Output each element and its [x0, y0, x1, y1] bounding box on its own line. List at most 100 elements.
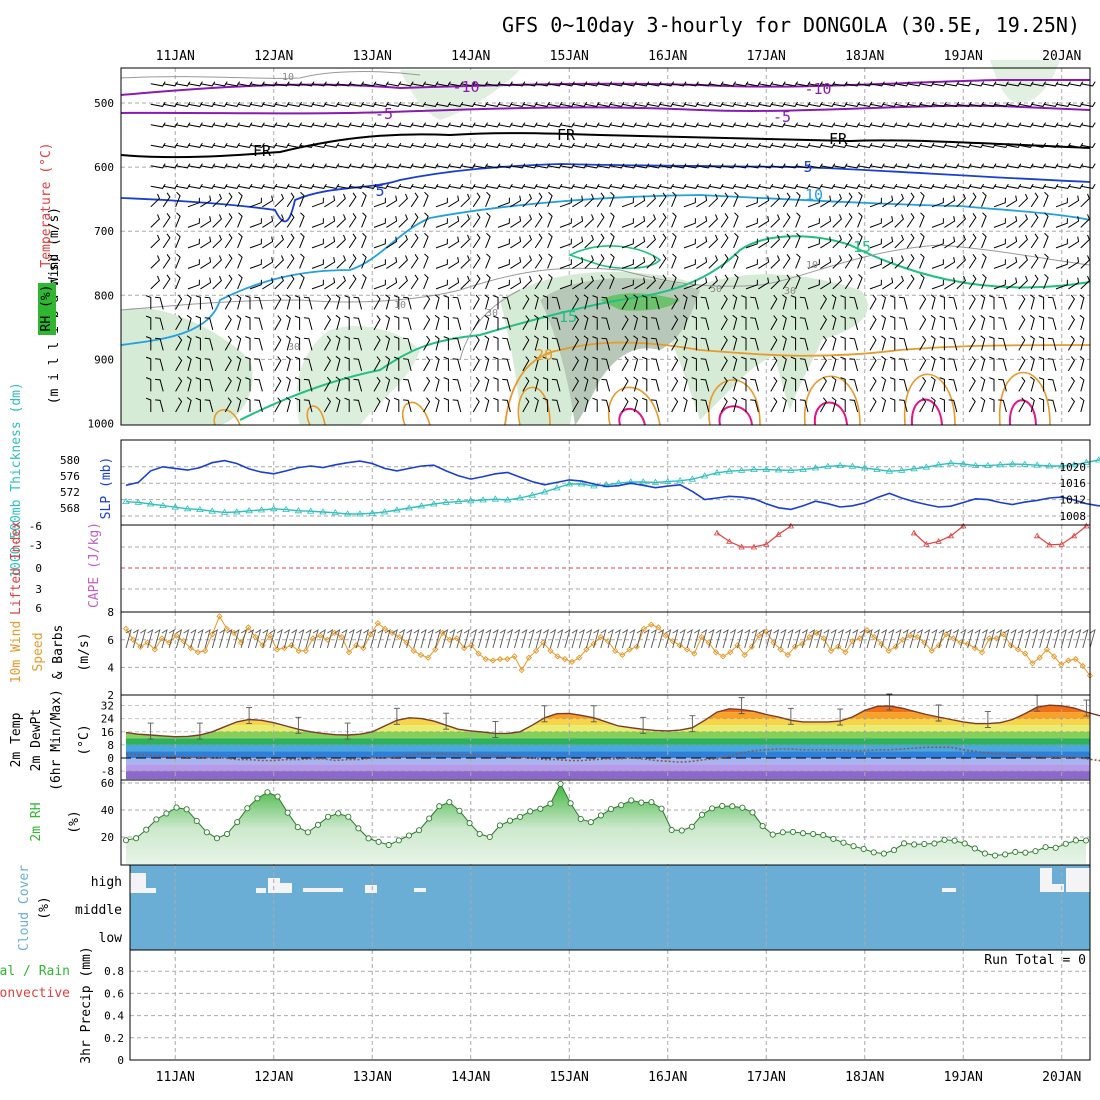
temperature-line — [125, 704, 1100, 738]
wind-barb — [249, 101, 265, 107]
thickness-marker — [811, 464, 820, 471]
wind-barb — [522, 315, 530, 331]
data-layer — [120, 60, 1100, 864]
wind-barb — [919, 212, 925, 228]
thickness-tick: 576 — [60, 470, 80, 483]
wind-barb — [902, 629, 909, 649]
wind-barb — [960, 629, 967, 649]
wind-marker — [554, 653, 561, 660]
wind-barb — [224, 397, 232, 413]
wind-barb — [1043, 253, 1049, 269]
wind-barb — [745, 101, 761, 107]
wind-barb — [344, 336, 350, 351]
wind-barb — [889, 356, 896, 371]
wind-barb — [857, 212, 863, 228]
wind-barb — [335, 335, 341, 351]
rh-marker — [496, 822, 503, 829]
wind-barb — [882, 101, 898, 107]
wind-barb — [145, 336, 152, 351]
wind-barb — [385, 397, 391, 413]
wind-barb — [1043, 122, 1059, 128]
temp-tick: 24 — [101, 713, 115, 726]
wind-barb — [799, 337, 809, 351]
wind-barb — [1018, 315, 1026, 331]
rh-marker — [971, 845, 978, 852]
wind-barb — [535, 183, 551, 189]
wind-barb — [596, 274, 605, 290]
thickness-marker — [454, 497, 463, 504]
rh-marker — [709, 805, 716, 812]
wind-barb — [472, 294, 480, 310]
wind-barb — [237, 183, 253, 189]
wind-barb — [720, 376, 728, 392]
wind-barb — [584, 142, 600, 148]
wind-barb — [956, 275, 966, 290]
wind-barb — [691, 397, 697, 412]
thickness-tick: 572 — [60, 486, 80, 499]
wind-barb — [245, 397, 251, 412]
wind-barb — [1080, 255, 1090, 269]
wind-barb — [373, 183, 389, 189]
wind-barb — [155, 337, 164, 351]
wind-barb — [1030, 274, 1039, 290]
rh-marker — [890, 847, 898, 854]
wind-barb — [592, 356, 598, 371]
wind-barb — [1030, 314, 1035, 331]
wind-barb — [303, 296, 313, 310]
wind-barb — [262, 81, 278, 87]
wind-barb — [224, 192, 233, 208]
wind-barb — [274, 294, 282, 310]
temp-minmax-bar — [738, 697, 745, 715]
wind-marker — [374, 620, 381, 627]
wind-barb — [497, 197, 510, 208]
rh-marker — [1072, 837, 1079, 844]
wind-barb — [393, 315, 400, 330]
wind-barb — [981, 163, 997, 169]
wind-barb — [621, 259, 634, 269]
wind-marker — [741, 651, 748, 659]
wind-barb — [750, 296, 759, 310]
wind-barb — [212, 183, 228, 189]
wind-marker — [1050, 653, 1058, 660]
wind-barb — [411, 81, 427, 87]
temperature-band — [126, 731, 1090, 739]
wind-barb — [919, 81, 935, 87]
wind-barb — [522, 193, 532, 208]
wind-barb — [889, 295, 896, 310]
wind-barb — [249, 183, 265, 189]
wind-barb — [448, 81, 464, 87]
thickness-marker — [1058, 462, 1066, 469]
wind-barb — [485, 163, 501, 169]
wind-barb — [807, 238, 820, 249]
thickness-tick: 580 — [60, 454, 80, 467]
wind-barb — [584, 193, 594, 208]
rh-marker — [385, 841, 392, 849]
wind-barb — [609, 232, 615, 249]
wind-barb — [254, 378, 263, 392]
wind-barb — [249, 163, 265, 169]
wind-barb — [262, 277, 274, 290]
wind-barb — [373, 279, 386, 290]
wind-barb — [344, 295, 350, 310]
wind-barb — [596, 233, 605, 249]
wind-barb — [497, 122, 513, 128]
wind-barb — [729, 629, 737, 649]
date-label-top: 13JAN — [353, 49, 392, 64]
wind-barb — [286, 314, 291, 331]
contour-line — [239, 235, 1091, 421]
wind-barb — [683, 122, 699, 128]
rh-marker — [618, 802, 625, 809]
wind-barb — [312, 629, 319, 649]
wind-barb — [1068, 142, 1084, 148]
wind-barb — [807, 122, 823, 128]
wind-barb — [720, 356, 728, 372]
wind-barb — [859, 629, 866, 649]
wind-barb — [175, 101, 191, 107]
wind-barb — [502, 378, 511, 392]
wind-barb — [671, 191, 677, 207]
wind-barb — [807, 183, 823, 189]
rh-marker — [668, 826, 675, 834]
wind-barb — [968, 294, 976, 310]
temp-minmax-bar — [787, 707, 794, 725]
wind-barb — [882, 142, 898, 148]
